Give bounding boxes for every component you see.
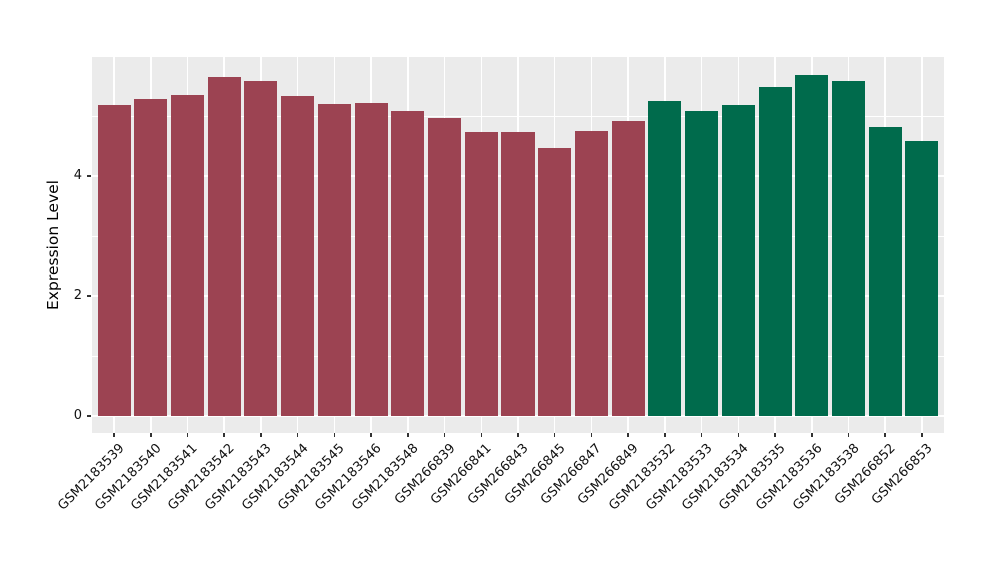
x-tick-mark	[737, 433, 740, 437]
bar-GSM2183538	[831, 81, 866, 416]
bar-GSM266849	[611, 120, 645, 416]
x-tick-mark	[517, 433, 519, 437]
bar-GSM266845	[538, 147, 572, 416]
bar-GSM2183544	[281, 96, 315, 416]
bar-GSM2183533	[685, 110, 719, 416]
x-tick-mark	[333, 433, 336, 437]
x-tick-mark	[847, 433, 850, 437]
bar-GSM266853	[905, 141, 939, 416]
bar-GSM266839	[428, 117, 462, 416]
plot-panel	[92, 57, 944, 433]
x-tick-mark	[223, 433, 225, 437]
bar-GSM266852	[868, 126, 902, 416]
bar-GSM2183535	[758, 87, 792, 416]
bar-GSM2183542	[207, 77, 241, 416]
bar-GSM266841	[464, 132, 498, 416]
bar-GSM2183534	[721, 104, 755, 416]
x-tick-mark	[407, 433, 409, 437]
x-tick-mark	[113, 433, 115, 437]
bar-GSM2183532	[648, 101, 682, 416]
x-tick-mark	[921, 433, 923, 437]
x-tick-mark	[186, 433, 189, 437]
bar-GSM266843	[501, 132, 535, 416]
x-tick-mark	[590, 433, 593, 437]
x-tick-mark	[480, 433, 483, 437]
y-tick-label-4: 4	[73, 168, 82, 183]
x-tick-mark	[700, 433, 703, 437]
y-tick-label-0: 0	[73, 408, 82, 423]
bar-GSM2183543	[244, 80, 278, 416]
x-tick-mark	[296, 433, 299, 437]
bar-GSM2183536	[795, 75, 829, 416]
x-tick-mark	[884, 433, 886, 437]
bar-GSM266847	[574, 131, 608, 416]
x-tick-mark	[811, 433, 813, 437]
x-tick-mark	[150, 433, 152, 437]
x-tick-mark	[260, 433, 262, 437]
y-tick-mark	[87, 415, 91, 417]
bar-GSM2183545	[317, 104, 351, 416]
bar-GSM2183546	[354, 102, 388, 416]
x-tick-mark	[627, 433, 629, 437]
y-tick-mark	[87, 175, 91, 177]
bar-GSM2183539	[97, 104, 131, 416]
y-tick-mark	[87, 295, 91, 297]
x-tick-mark	[553, 433, 556, 437]
bar-GSM2183548	[391, 111, 425, 416]
bar-GSM2183541	[170, 95, 204, 416]
x-tick-mark	[664, 433, 666, 437]
x-tick-mark	[443, 433, 446, 437]
bar-GSM2183540	[134, 98, 168, 416]
x-tick-mark	[370, 433, 372, 437]
x-tick-mark	[774, 433, 776, 437]
y-tick-label-2: 2	[73, 288, 82, 303]
